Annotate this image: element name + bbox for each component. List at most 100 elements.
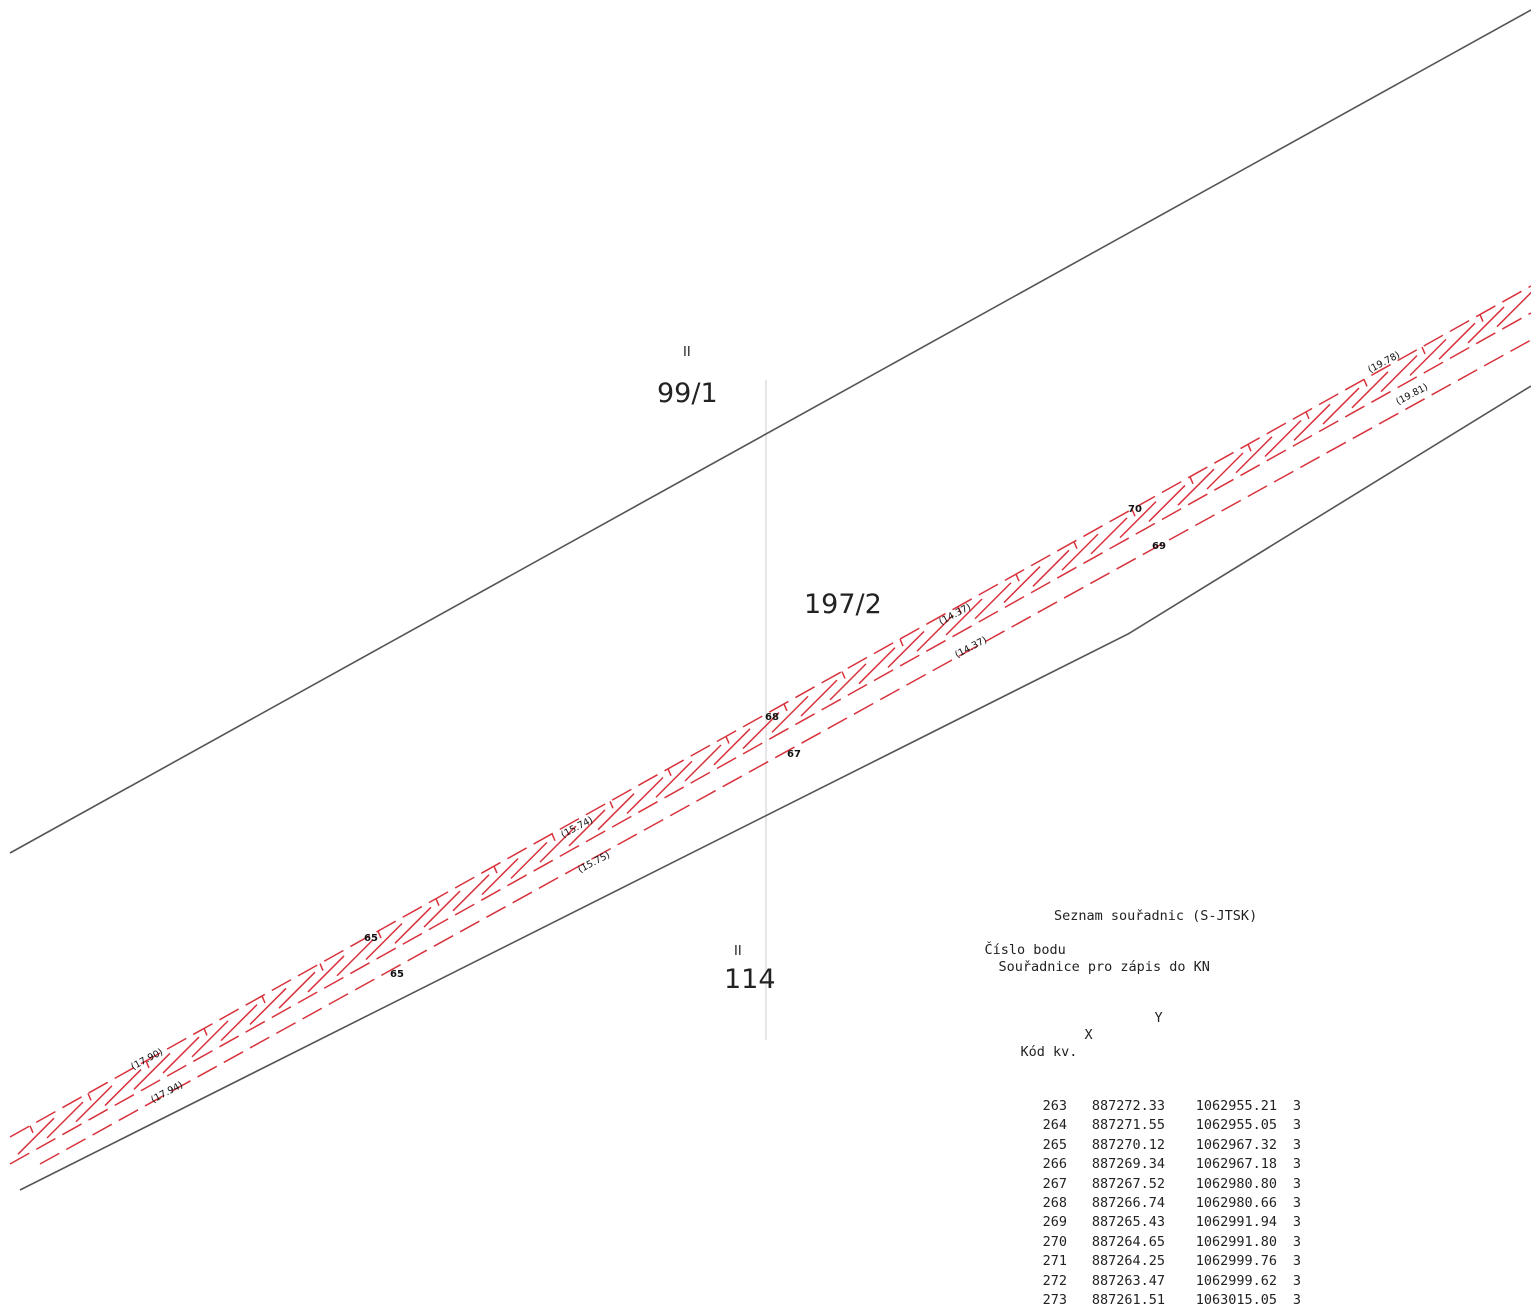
code-cell: 3 (1292, 1195, 1301, 1212)
easement-tick (551, 833, 556, 842)
easement-hatch (249, 987, 287, 1025)
easement-hatch (1264, 419, 1302, 458)
easement-hatch (1293, 403, 1331, 441)
easement-hatch (1409, 338, 1447, 376)
point-label: 68 (765, 712, 779, 723)
x-cell: 1062999.62 (1195, 1272, 1277, 1289)
easement-hatch (858, 647, 896, 685)
easement-hatch (974, 582, 1012, 620)
boundary-north (9, 9, 1531, 854)
point-label: 67 (787, 749, 801, 760)
easement-hatch (887, 630, 925, 668)
easement-hatch (655, 760, 693, 798)
x-cell: 1062980.80 (1195, 1175, 1277, 1192)
x-cell: 1062991.94 (1195, 1214, 1277, 1231)
distance-label: (19.78) (1366, 350, 1402, 376)
y-cell: 887270.12 (1091, 1136, 1165, 1153)
col-coords-header: Souřadnice pro zápis do KN (998, 959, 1210, 975)
easement-hatch (394, 906, 432, 944)
code-cell: 3 (1292, 1272, 1301, 1289)
easement-tick (1131, 508, 1136, 517)
y-cell: 887264.25 (1091, 1253, 1165, 1270)
table-row: 268 887266.74 1062980.66 3 (952, 1194, 1352, 1213)
easement-edge-outer (39, 339, 1531, 1165)
point-number-cell: 272 (1042, 1272, 1067, 1289)
x-cell: 1062991.80 (1195, 1233, 1277, 1250)
parcel-number-top: 99/1 (657, 378, 718, 409)
easement-tick (377, 930, 382, 939)
code-cell: 3 (1292, 1214, 1301, 1231)
cadastral-map: II 99/1 197/2 II 114 65 65 67 68 69 70 (… (9, 9, 1531, 1191)
easement-tick (1189, 476, 1194, 485)
easement-tick (1363, 379, 1368, 387)
easement-hatch (423, 890, 461, 928)
easement-hatch (510, 841, 548, 879)
parcel-number-bottom: 114 (724, 964, 776, 995)
table-title: Seznam souřadnic (S-JTSK) (1054, 908, 1258, 924)
point-number-cell: 265 (1042, 1136, 1067, 1153)
easement-hatch (17, 1117, 55, 1155)
y-cell: 887264.65 (1091, 1233, 1165, 1250)
easement-hatch (1003, 566, 1041, 604)
table-row: 264 887271.55 1062955.05 3 (952, 1116, 1352, 1135)
easement-hatch (684, 744, 722, 782)
y-cell: 887261.51 (1091, 1292, 1165, 1309)
point-label: 69 (1152, 541, 1166, 552)
easement-hatch (481, 858, 519, 896)
coordinates-table: Seznam souřadnic (S-JTSK) Číslo bodu Sou… (952, 908, 1352, 1310)
y-cell: 887265.43 (1091, 1214, 1165, 1231)
easement-hatch (597, 793, 635, 831)
table-subheader-row: Y X Kód kv. (952, 993, 1352, 1078)
easement-hatch (133, 1052, 171, 1090)
y-cell: 887269.34 (1091, 1156, 1165, 1173)
y-cell: 887271.55 (1091, 1117, 1165, 1134)
easement-tick (667, 768, 672, 777)
point-number-cell: 264 (1042, 1117, 1067, 1134)
easement-hatch (1148, 484, 1186, 522)
easement-tick (841, 671, 846, 679)
point-number-cell: 269 (1042, 1214, 1067, 1231)
easement-tick (87, 1093, 92, 1101)
easement-tick (725, 736, 730, 744)
code-cell: 3 (1292, 1098, 1301, 1114)
parcel-number-middle: 197/2 (804, 589, 882, 620)
easement-tick (783, 703, 788, 712)
easement-hatch (336, 939, 374, 977)
code-cell: 3 (1292, 1253, 1301, 1270)
easement-edge-lower (9, 312, 1531, 1165)
distance-label: (15.75) (576, 850, 612, 876)
x-cell: 1062955.05 (1195, 1117, 1277, 1134)
x-cell: 1062980.66 (1195, 1195, 1277, 1212)
distance-label: (19.81) (1394, 382, 1430, 408)
distance-label: (15.74) (559, 815, 595, 841)
easement-hatch (568, 809, 606, 847)
x-cell: 1062999.76 (1195, 1253, 1277, 1270)
easement-hatch (1351, 371, 1389, 409)
easement-hatch (1467, 306, 1505, 344)
easement-tick (145, 1060, 150, 1069)
x-cell: 1062967.32 (1195, 1136, 1277, 1153)
y-cell: 887272.33 (1091, 1098, 1165, 1114)
easement-hatch (539, 825, 577, 863)
easement-tick (435, 898, 440, 906)
easement-hatch (1438, 322, 1476, 360)
easement-hatch (75, 1085, 113, 1123)
easement-hatch (1177, 468, 1215, 506)
parcel-mark-bottom: II (734, 944, 742, 959)
point-number-cell: 268 (1042, 1195, 1067, 1212)
easement-tick (1073, 541, 1078, 549)
easement-hatch (771, 695, 809, 733)
point-label: 65 (390, 969, 404, 980)
easement-tick (1421, 346, 1426, 355)
easement-hatch (220, 1004, 258, 1042)
table-row: 263 887272.33 1062955.21 3 (952, 1097, 1352, 1116)
easement-tick (957, 606, 962, 614)
point-label: 65 (364, 933, 378, 944)
easement-hatch (800, 679, 838, 717)
easement-tick (1479, 314, 1484, 322)
table-header-row: Číslo bodu Souřadnice pro zápis do KN (952, 925, 1352, 993)
easement-tick (1247, 444, 1252, 452)
easement-hatch (307, 955, 345, 993)
col-y-header: Y (1154, 1010, 1163, 1026)
code-cell: 3 (1292, 1175, 1301, 1192)
